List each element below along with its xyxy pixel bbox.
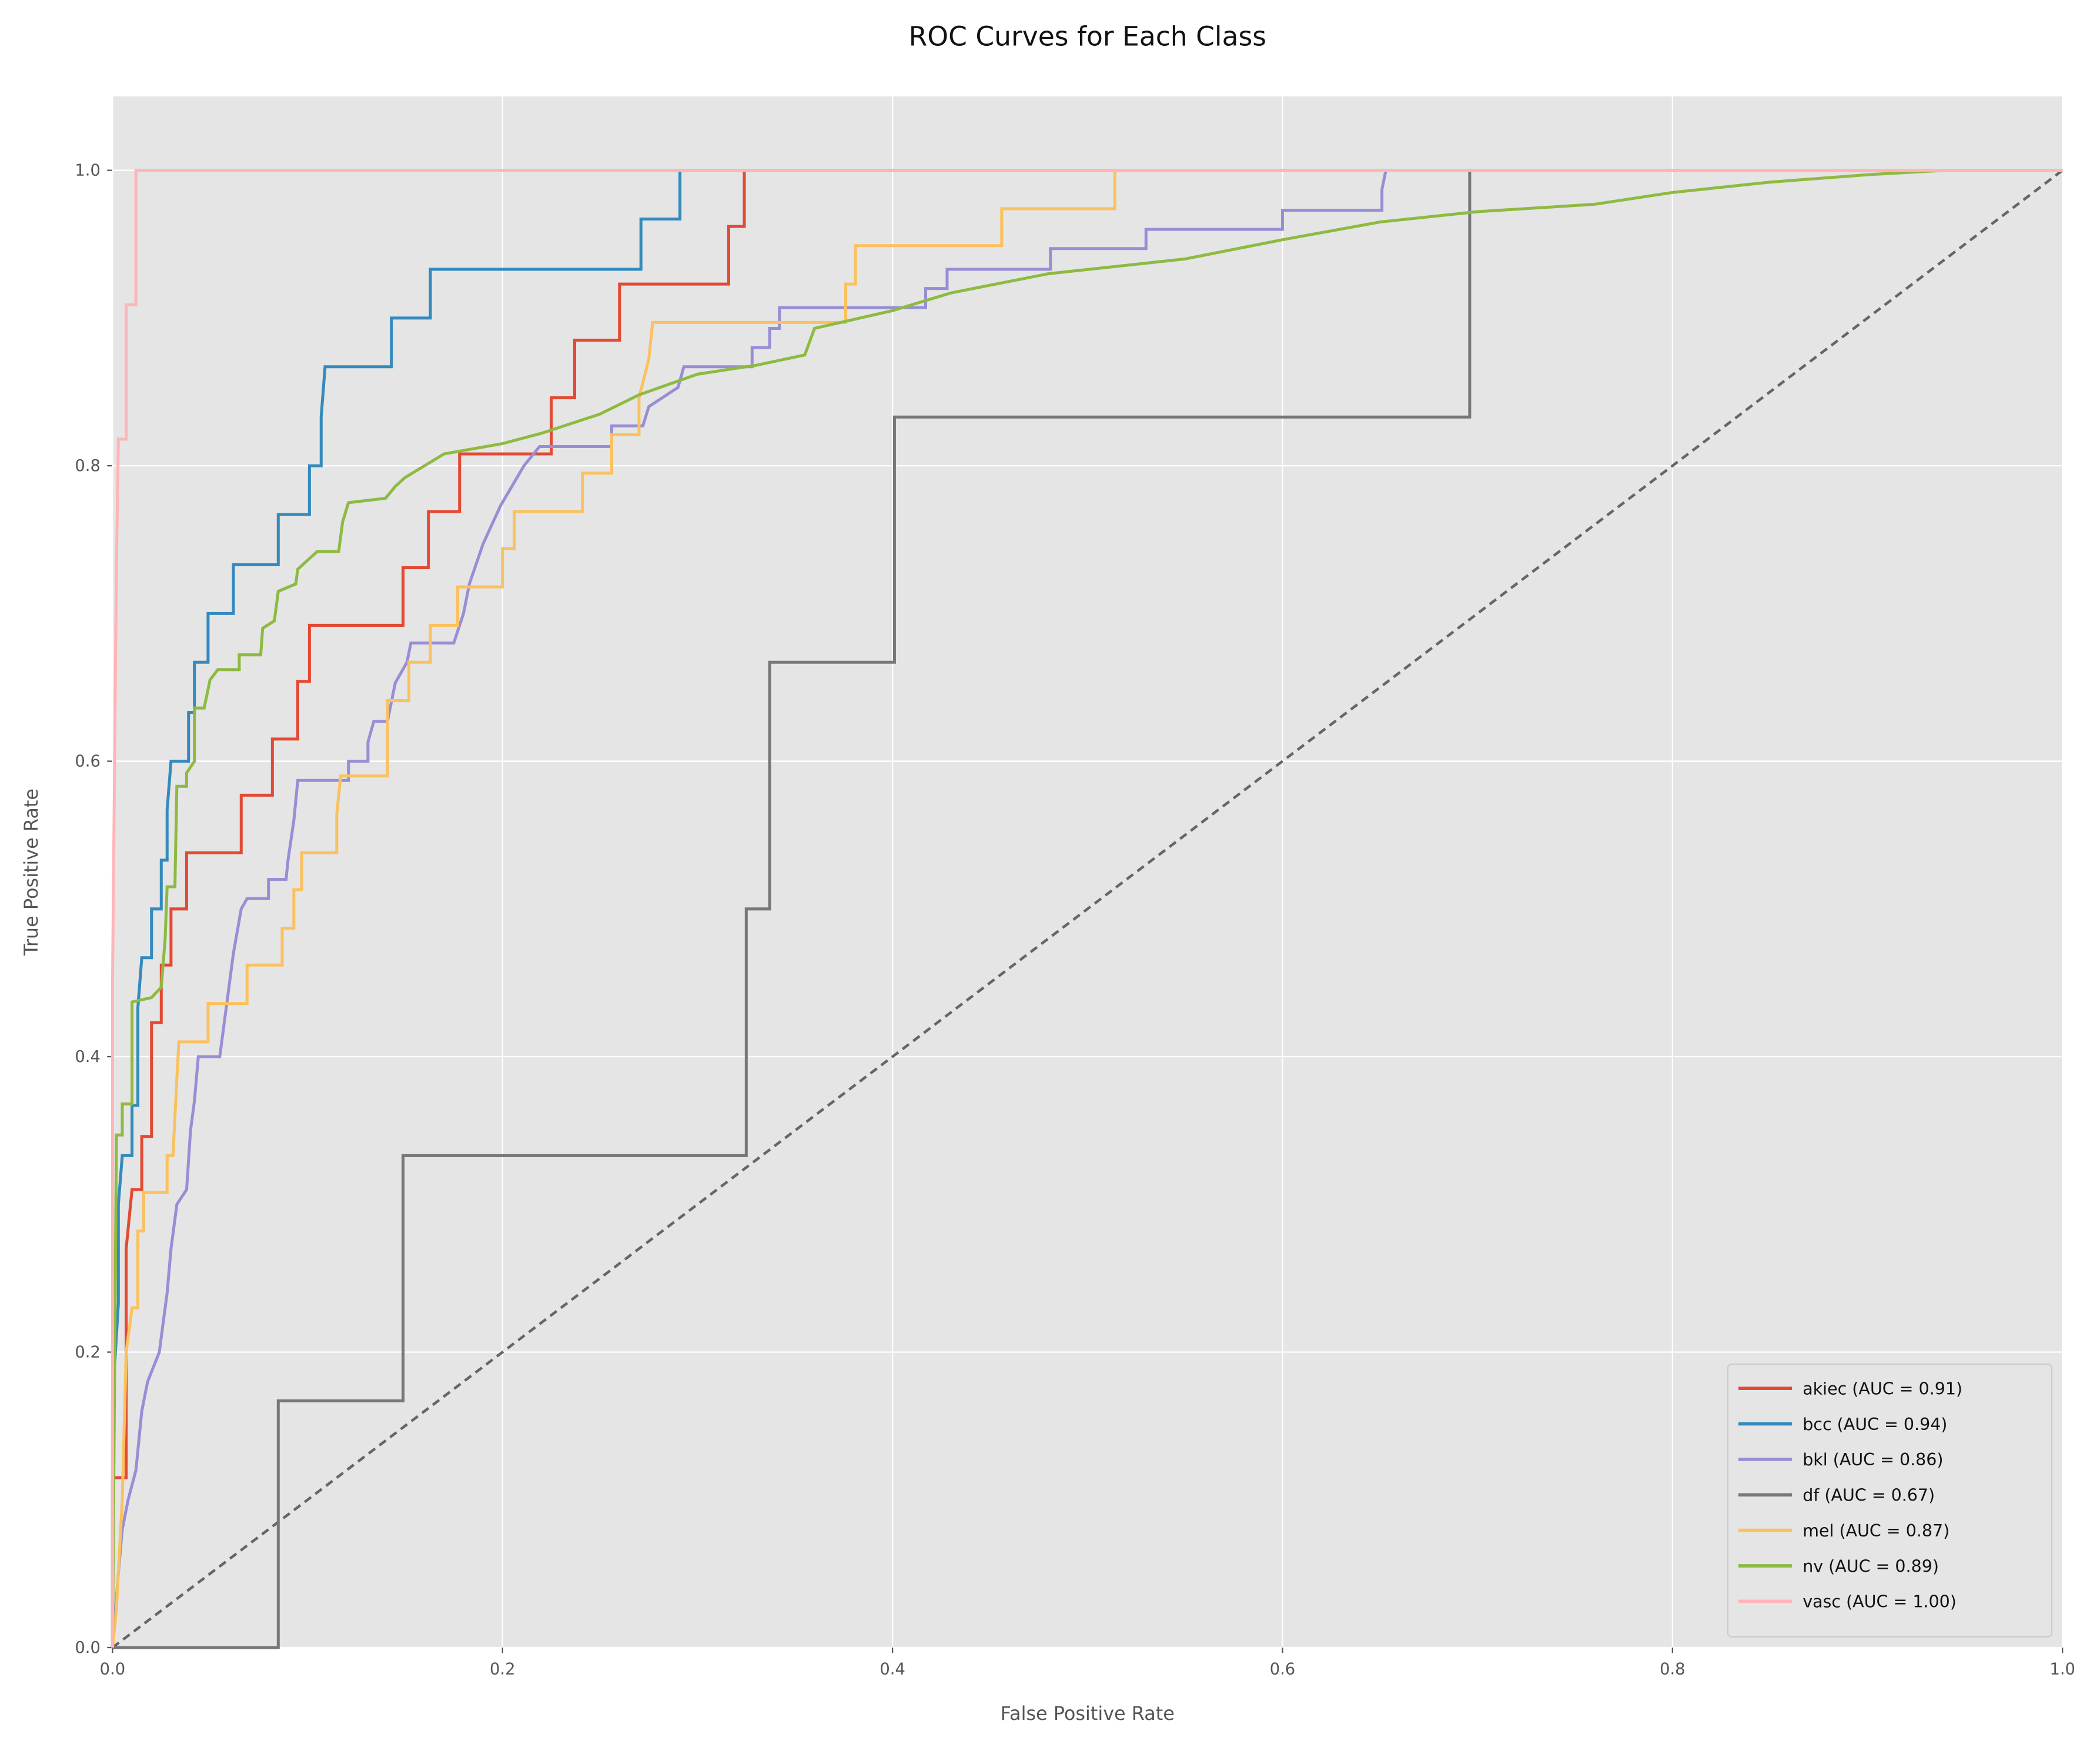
- y-tick-label: 1.0: [75, 162, 100, 180]
- legend-label: vasc (AUC = 1.00): [1803, 1592, 1957, 1612]
- legend-label: bkl (AUC = 0.86): [1803, 1450, 1943, 1469]
- roc-curve: [111, 169, 2063, 1648]
- x-tick-label: 0.0: [100, 1661, 125, 1679]
- x-axis-label: False Positive Rate: [1001, 1702, 1175, 1725]
- chart-title: ROC Curves for Each Class: [909, 21, 1266, 52]
- legend-label: akiec (AUC = 0.91): [1803, 1379, 1962, 1398]
- x-tick-label: 0.4: [880, 1661, 905, 1679]
- roc-curve: [111, 169, 2063, 1648]
- y-tick-label: 0.4: [75, 1048, 100, 1066]
- x-tick-label: 0.2: [490, 1661, 515, 1679]
- y-tick-label: 0.0: [75, 1639, 100, 1657]
- legend-box: [1727, 1364, 2053, 1638]
- roc-curve: [111, 169, 2063, 1648]
- y-tick-label: 0.8: [75, 457, 100, 475]
- legend-label: df (AUC = 0.67): [1803, 1486, 1935, 1505]
- roc-curve: [111, 169, 2063, 1648]
- reference-line: [112, 169, 2064, 1649]
- x-tick-label: 0.8: [1660, 1661, 1685, 1679]
- roc-curve: [112, 169, 2063, 1649]
- y-tick-label: 0.6: [75, 753, 100, 771]
- legend-label: mel (AUC = 0.87): [1803, 1521, 1949, 1541]
- y-axis-label: True Positive Rate: [20, 789, 42, 956]
- y-tick-label: 0.2: [75, 1344, 100, 1362]
- legend-label: nv (AUC = 0.89): [1803, 1556, 1939, 1576]
- legend: akiec (AUC = 0.91) bcc (AUC = 0.94) bkl (A…: [1727, 1364, 2053, 1638]
- lines: [111, 169, 2064, 1649]
- x-tick-label: 1.0: [2049, 1661, 2075, 1679]
- legend-label: bcc (AUC = 0.94): [1803, 1415, 1947, 1434]
- grid: 0.0 0.2 0.4 0.6 0.8 1.0 0.0 0.2 0.4 0.6 0.8 1.0: [75, 96, 2075, 1679]
- x-tick-label: 0.6: [1270, 1661, 1295, 1679]
- roc-curve: [111, 169, 2063, 1648]
- roc-curve: [111, 169, 2063, 1648]
